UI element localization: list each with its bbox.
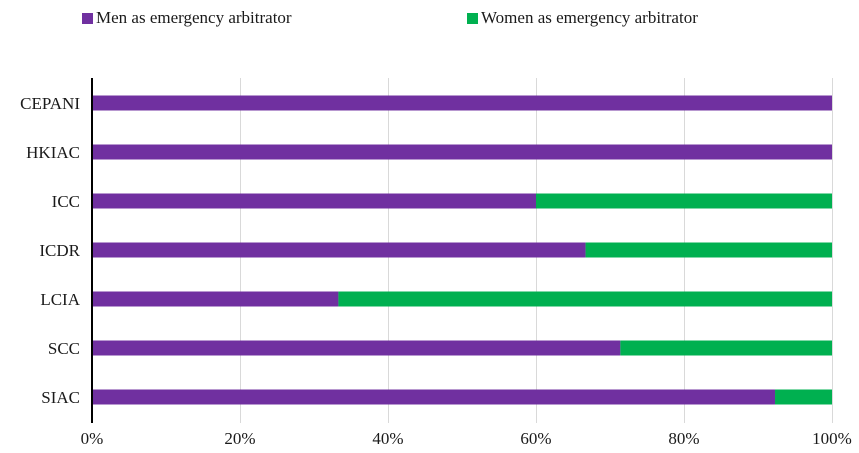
category-label-scc: SCC [48,339,80,358]
category-label-cepani: CEPANI [20,94,80,113]
category-label-icc: ICC [52,192,80,211]
bar-scc-women [620,340,832,356]
x-tick-label-3: 60% [520,429,551,448]
legend: Men as emergency arbitrator Women as eme… [0,8,859,32]
legend-item-men: Men as emergency arbitrator [82,8,292,28]
category-label-icdr: ICDR [39,241,80,260]
bar-scc-men [92,340,621,356]
legend-label-men: Men as emergency arbitrator [96,8,292,27]
category-label-hkiac: HKIAC [26,143,80,162]
bar-icdr-women [585,242,832,258]
bar-icc-men [92,193,536,209]
bar-siac-men [92,389,776,405]
bar-siac-women [775,389,832,405]
legend-swatch-men [82,12,93,24]
legend-item-women: Women as emergency arbitrator [467,8,698,28]
x-tick-label-0: 0% [81,429,104,448]
legend-label-women: Women as emergency arbitrator [481,8,698,27]
bar-icdr-men [92,242,586,258]
x-tick-label-1: 20% [224,429,255,448]
category-label-siac: SIAC [41,388,80,407]
bar-hkiac-men [92,144,832,160]
category-label-lcia: LCIA [40,290,80,309]
x-tick-label-5: 100% [812,429,852,448]
legend-swatch-women [467,12,478,24]
x-tick-label-2: 40% [372,429,403,448]
bar-icc-women [536,193,832,209]
bar-lcia-women [338,291,832,307]
x-tick-label-4: 80% [668,429,699,448]
bar-lcia-men [92,291,339,307]
bar-cepani-men [92,95,832,111]
